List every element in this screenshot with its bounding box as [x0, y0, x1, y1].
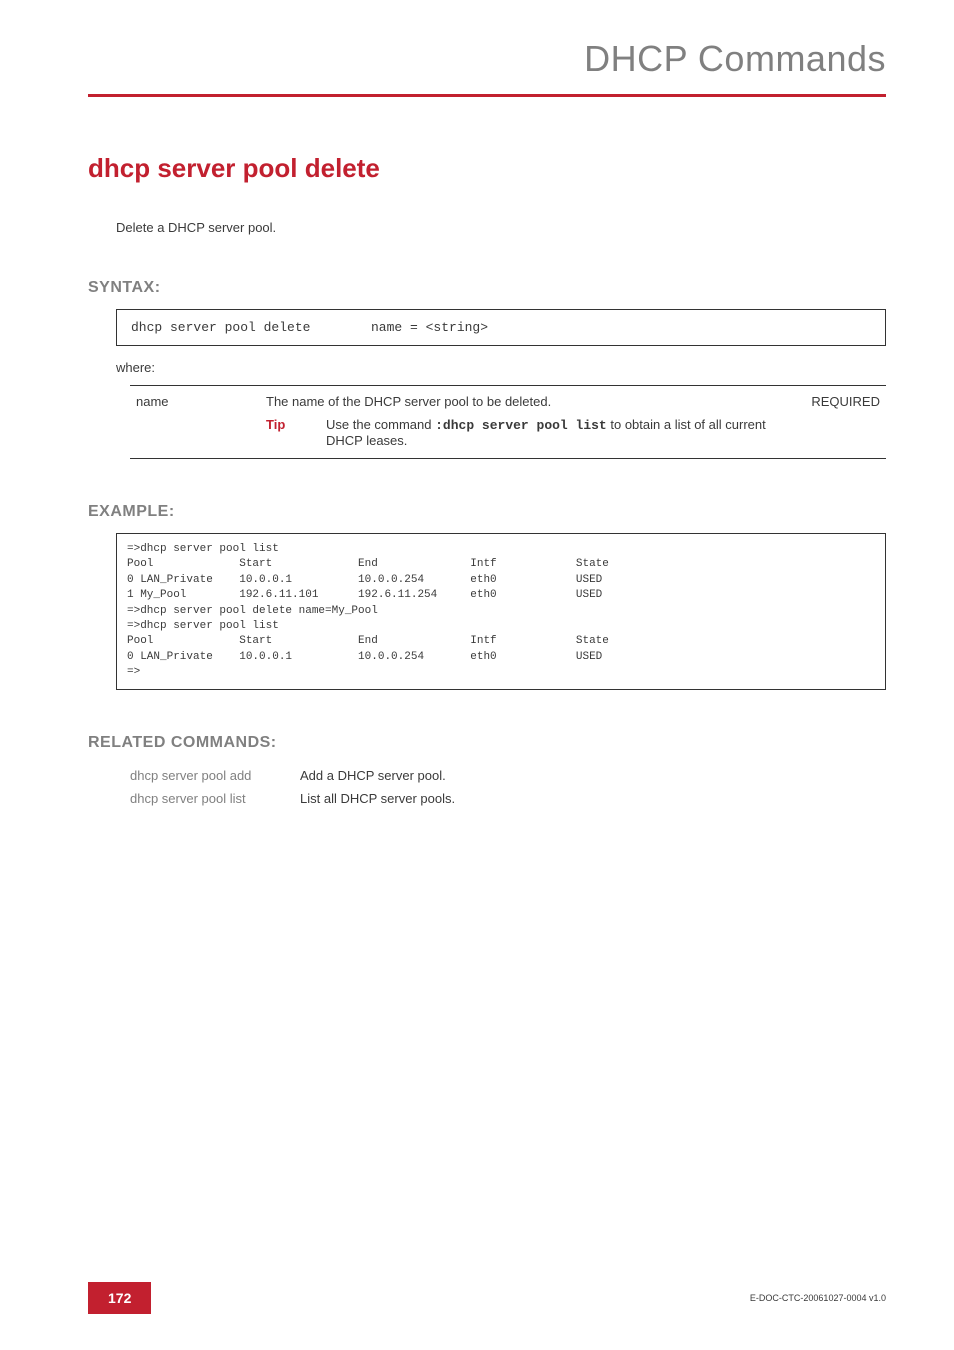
related-table: dhcp server pool add Add a DHCP server p…	[130, 764, 455, 810]
related-desc: Add a DHCP server pool.	[300, 764, 455, 787]
syntax-command: dhcp server pool delete	[131, 320, 371, 335]
example-label: EXAMPLE:	[88, 503, 886, 521]
header-rule	[88, 94, 886, 97]
example-box: =>dhcp server pool list Pool Start End I…	[116, 533, 886, 690]
related-desc: List all DHCP server pools.	[300, 787, 455, 810]
page-header: DHCP Commands	[0, 0, 954, 80]
related-cmd[interactable]: dhcp server pool list	[130, 787, 300, 810]
example-section: EXAMPLE: =>dhcp server pool list Pool St…	[88, 503, 886, 690]
footer: 172 E-DOC-CTC-20061027-0004 v1.0	[0, 1282, 954, 1314]
command-title: dhcp server pool delete	[88, 153, 886, 184]
page-number: 172	[88, 1282, 151, 1314]
tip-pre: Use the command	[326, 417, 435, 432]
table-row: dhcp server pool add Add a DHCP server p…	[130, 764, 455, 787]
param-required: REQUIRED	[796, 386, 886, 459]
tip-row: Tip Use the command :dhcp server pool li…	[266, 417, 790, 448]
tip-label: Tip	[266, 417, 326, 448]
tip-cmd: :dhcp server pool list	[435, 418, 607, 433]
command-description: Delete a DHCP server pool.	[116, 220, 886, 235]
syntax-content: dhcp server pool delete name = <string>	[131, 320, 871, 335]
param-name: name	[130, 386, 260, 459]
syntax-label: SYNTAX:	[88, 279, 886, 297]
content-area: dhcp server pool delete Delete a DHCP se…	[0, 153, 954, 810]
related-label: RELATED COMMANDS:	[88, 734, 886, 752]
tip-text: Use the command :dhcp server pool list t…	[326, 417, 790, 448]
syntax-box: dhcp server pool delete name = <string>	[116, 309, 886, 346]
related-cmd[interactable]: dhcp server pool add	[130, 764, 300, 787]
table-row: dhcp server pool list List all DHCP serv…	[130, 787, 455, 810]
param-desc: The name of the DHCP server pool to be d…	[266, 394, 790, 409]
params-table: name The name of the DHCP server pool to…	[130, 385, 886, 459]
where-label: where:	[116, 360, 886, 375]
page-header-title: DHCP Commands	[0, 38, 886, 80]
param-desc-cell: The name of the DHCP server pool to be d…	[260, 386, 796, 459]
syntax-args: name = <string>	[371, 320, 488, 335]
doc-id: E-DOC-CTC-20061027-0004 v1.0	[750, 1293, 886, 1303]
related-section: RELATED COMMANDS: dhcp server pool add A…	[88, 734, 886, 810]
table-row: name The name of the DHCP server pool to…	[130, 386, 886, 459]
